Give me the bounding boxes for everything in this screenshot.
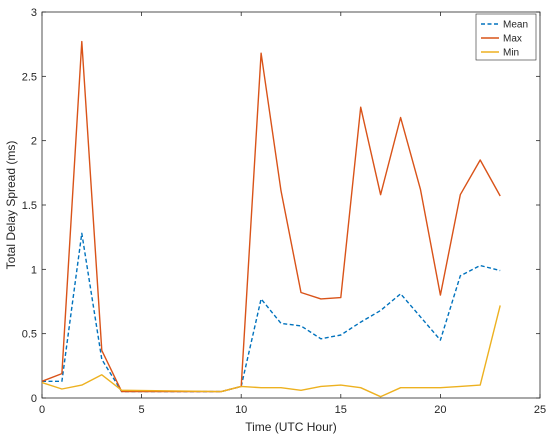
x-tick-label: 15: [335, 404, 347, 416]
series-line-mean: [42, 232, 501, 393]
x-tick-label: 20: [434, 404, 446, 416]
x-tick-label: 5: [139, 404, 145, 416]
y-axis-label: Total Delay Spread (ms): [4, 141, 18, 270]
series-layer: [41, 40, 501, 398]
y-tick-label: 0.5: [22, 329, 37, 341]
series-line-max: [41, 40, 501, 393]
x-tick-label: 25: [534, 404, 546, 416]
plot-box: [41, 11, 541, 399]
y-axis: 0 0.5 1 1.5 2 2.5 3: [22, 7, 540, 405]
plot-area: 0 5 10 15 20 25 0 0.5 1 1.5 2 2.5 3: [22, 7, 546, 416]
series-line-min: [41, 305, 501, 398]
x-tick-label: 10: [235, 404, 247, 416]
x-axis-label: Time (UTC Hour): [245, 420, 337, 434]
x-tick-label: 0: [39, 404, 45, 416]
legend-label-min: Min: [503, 48, 519, 59]
y-tick-label: 0: [31, 393, 37, 405]
y-tick-label: 2: [31, 136, 37, 148]
legend-label-max: Max: [503, 34, 522, 45]
y-tick-label: 1.5: [22, 200, 37, 212]
y-tick-label: 3: [31, 7, 37, 19]
x-axis: 0 5 10 15 20 25: [39, 12, 546, 416]
legend: Mean Max Min: [475, 13, 537, 61]
y-tick-label: 1: [31, 264, 37, 276]
legend-label-mean: Mean: [503, 20, 528, 31]
y-tick-label: 2.5: [22, 71, 37, 83]
